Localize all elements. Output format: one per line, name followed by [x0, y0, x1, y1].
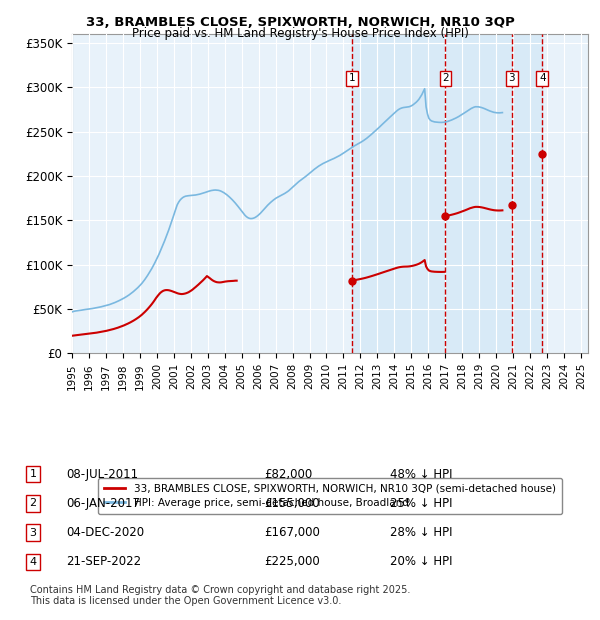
Text: 20% ↓ HPI: 20% ↓ HPI — [390, 556, 452, 568]
Text: 08-JUL-2011: 08-JUL-2011 — [66, 468, 138, 481]
Text: This data is licensed under the Open Government Licence v3.0.: This data is licensed under the Open Gov… — [30, 596, 341, 606]
Text: Price paid vs. HM Land Registry's House Price Index (HPI): Price paid vs. HM Land Registry's House … — [131, 27, 469, 40]
Text: £225,000: £225,000 — [264, 556, 320, 568]
Text: 06-JAN-2017: 06-JAN-2017 — [66, 497, 140, 510]
Text: 4: 4 — [29, 557, 37, 567]
Text: 04-DEC-2020: 04-DEC-2020 — [66, 526, 144, 539]
Text: 25% ↓ HPI: 25% ↓ HPI — [390, 497, 452, 510]
Text: 2: 2 — [29, 498, 37, 508]
Text: 3: 3 — [509, 73, 515, 84]
Text: 1: 1 — [349, 73, 355, 84]
Legend: 33, BRAMBLES CLOSE, SPIXWORTH, NORWICH, NR10 3QP (semi-detached house), HPI: Ave: 33, BRAMBLES CLOSE, SPIXWORTH, NORWICH, … — [98, 477, 562, 514]
Bar — [352, 34, 542, 353]
Text: 1: 1 — [29, 469, 37, 479]
Text: 48% ↓ HPI: 48% ↓ HPI — [390, 468, 452, 481]
Text: £167,000: £167,000 — [264, 526, 320, 539]
Text: 4: 4 — [539, 73, 545, 84]
Text: 28% ↓ HPI: 28% ↓ HPI — [390, 526, 452, 539]
Text: 2: 2 — [442, 73, 449, 84]
Text: 21-SEP-2022: 21-SEP-2022 — [66, 556, 141, 568]
Text: 3: 3 — [29, 528, 37, 538]
Text: 33, BRAMBLES CLOSE, SPIXWORTH, NORWICH, NR10 3QP: 33, BRAMBLES CLOSE, SPIXWORTH, NORWICH, … — [86, 16, 514, 29]
Text: Contains HM Land Registry data © Crown copyright and database right 2025.: Contains HM Land Registry data © Crown c… — [30, 585, 410, 595]
Text: £82,000: £82,000 — [264, 468, 312, 481]
Text: £155,000: £155,000 — [264, 497, 320, 510]
